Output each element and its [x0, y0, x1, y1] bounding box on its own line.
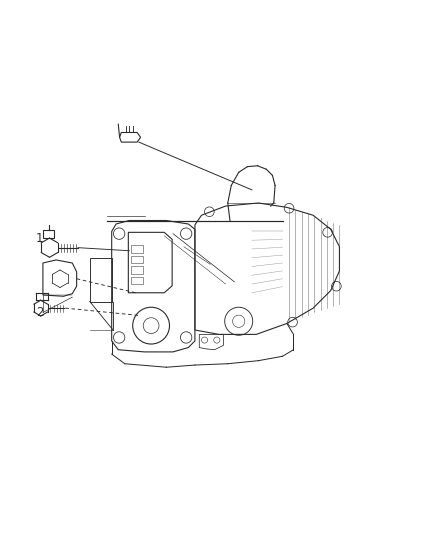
Bar	[131, 245, 143, 253]
Bar	[131, 266, 143, 274]
Bar	[131, 277, 143, 285]
Text: 1: 1	[35, 231, 43, 245]
Text: 2: 2	[35, 306, 43, 319]
Bar	[131, 255, 143, 263]
